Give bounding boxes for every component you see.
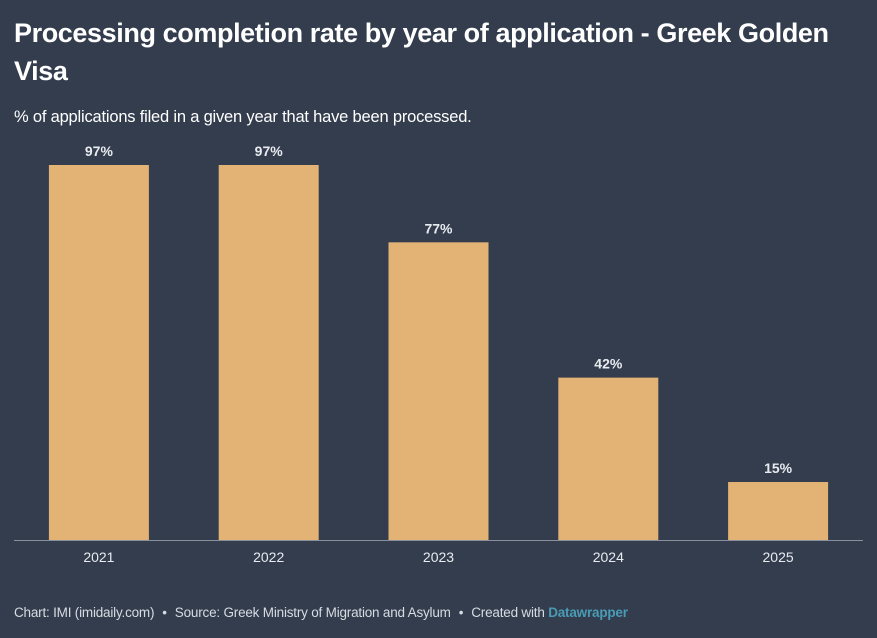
footer-separator: • (458, 605, 464, 620)
datawrapper-link[interactable]: Datawrapper (548, 605, 628, 620)
chart-title: Processing completion rate by year of ap… (14, 18, 829, 86)
x-tick-label-2025: 2025 (763, 549, 794, 565)
value-label-2021: 97% (85, 143, 114, 159)
bar-2024 (558, 377, 659, 540)
bar-2021 (48, 165, 149, 540)
value-label-2024: 42% (594, 356, 623, 372)
value-label-2025: 15% (764, 460, 793, 476)
footer-separator: • (162, 605, 167, 620)
value-labels: 97% 97% 77% 42% 15% (85, 143, 793, 476)
source-note: Source: Greek Ministry of Migration and … (174, 605, 451, 620)
chart-footer: Chart: IMI (imidaily.com) • Source: Greek … (14, 605, 628, 620)
x-tick-label-2023: 2023 (423, 549, 454, 565)
x-tick-label-2021: 2021 (83, 549, 114, 565)
bar-2025 (728, 482, 829, 540)
chart-subtitle: % of applications filed in a given year … (14, 108, 472, 126)
bar-2023 (388, 242, 489, 540)
x-tick-label-2024: 2024 (593, 549, 624, 565)
bars-group (48, 165, 829, 540)
bar-2022 (218, 165, 319, 540)
value-label-2022: 97% (255, 143, 284, 159)
chart-credit: Chart: IMI (imidaily.com) (14, 605, 155, 620)
value-label-2023: 77% (424, 220, 453, 236)
x-tick-labels: 2021 2022 2023 2024 2025 (83, 549, 794, 565)
created-with-text: Created with (471, 605, 545, 620)
x-tick-label-2022: 2022 (253, 549, 284, 565)
